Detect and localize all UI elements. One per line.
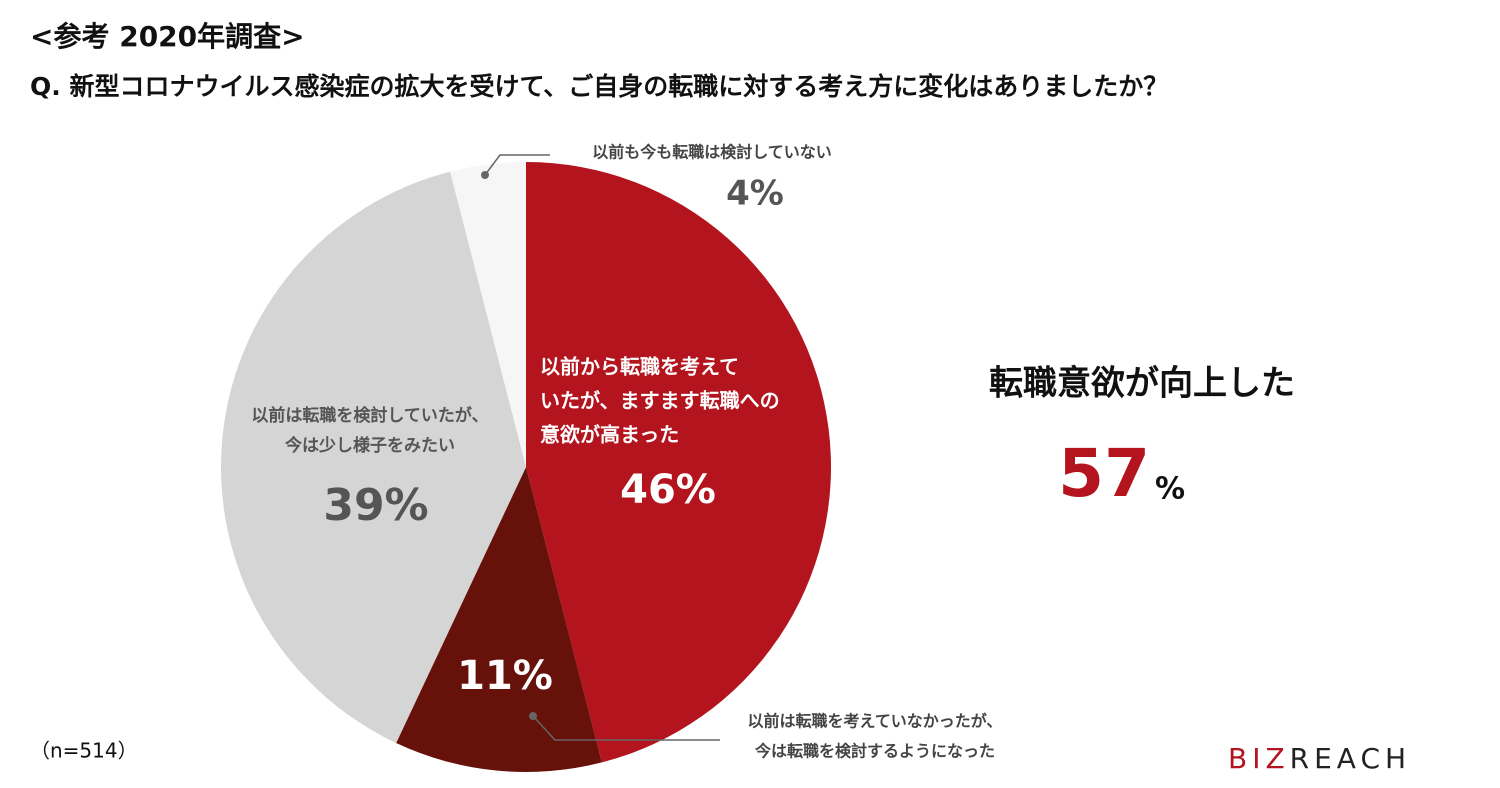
pie-slice — [526, 162, 831, 763]
logo-part: REACH — [1290, 742, 1411, 775]
sample-note: （n=514） — [30, 739, 138, 763]
slice-value-label: 46% — [620, 467, 716, 513]
leaders — [484, 154, 720, 741]
slice-value-label: 39% — [323, 480, 428, 531]
slice-label: 今は少し様子をみたい — [285, 435, 455, 456]
slice-label: 意欲が高まった — [540, 423, 679, 447]
highlight-label: 転職意欲が向上した — [989, 364, 1295, 404]
slice-label: 以前は転職を考えていなかったが、 — [748, 712, 1003, 731]
highlight-value: 57 — [1058, 435, 1150, 512]
chart-subtitle: Q. 新型コロナウイルス感染症の拡大を受けて、ご自身の転職に対する考え方に変化は… — [30, 72, 1168, 101]
pie-slice — [396, 467, 602, 772]
leader-dot — [481, 171, 489, 179]
logo-part: BIZ — [1228, 742, 1290, 775]
chart-title: <参考 2020年調査> — [30, 20, 305, 53]
highlight-unit: % — [1155, 472, 1185, 507]
leader-line — [484, 154, 550, 176]
leader-line — [532, 715, 720, 741]
pie-slice — [450, 162, 526, 467]
slice-value-label: 11% — [457, 653, 553, 699]
slice-value-label: 4% — [726, 174, 784, 214]
logo: BIZREACH — [1228, 742, 1411, 775]
slice-label: 以前から転職を考えて — [540, 355, 739, 379]
slice-label: 以前も今も転職は検討していない — [592, 143, 832, 162]
slice-label: 以前は転職を検討していたが、 — [251, 405, 488, 426]
leader-dot — [529, 712, 537, 720]
pie-slice — [220, 171, 527, 743]
slice-label: いたが、ますます転職への — [540, 389, 780, 413]
slice-label: 今は転職を検討するようになった — [754, 742, 995, 761]
